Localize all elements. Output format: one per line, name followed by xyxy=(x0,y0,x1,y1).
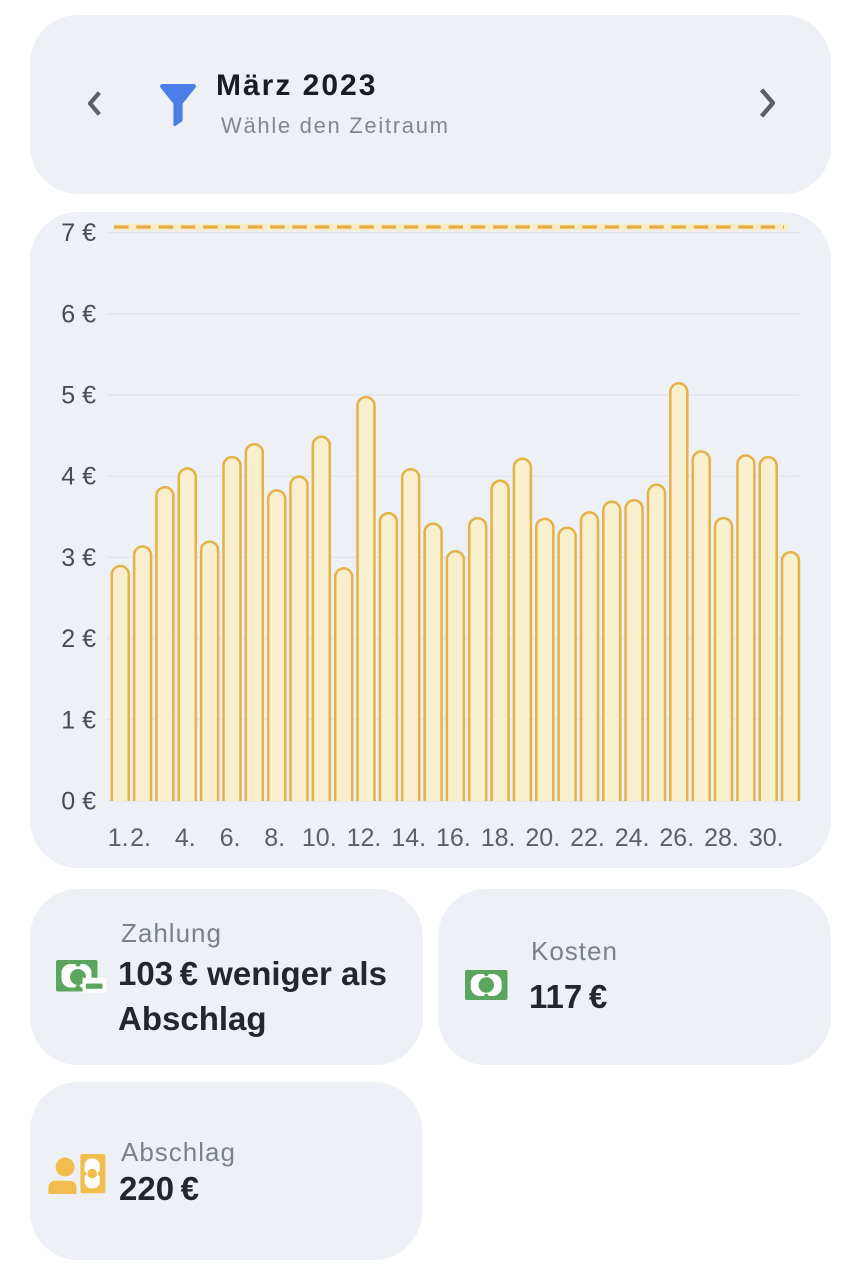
svg-text:1.: 1. xyxy=(108,824,129,852)
svg-text:8.: 8. xyxy=(264,824,285,852)
svg-text:7 €: 7 € xyxy=(61,219,96,247)
svg-text:14.: 14. xyxy=(391,824,426,852)
svg-text:0 €: 0 € xyxy=(61,788,96,816)
svg-text:22.: 22. xyxy=(570,824,605,852)
svg-text:24.: 24. xyxy=(615,824,650,852)
svg-text:4.: 4. xyxy=(175,824,196,852)
svg-text:3 €: 3 € xyxy=(61,544,96,572)
svg-text:18.: 18. xyxy=(481,824,516,852)
svg-text:16.: 16. xyxy=(436,824,471,852)
svg-text:20.: 20. xyxy=(525,824,560,852)
svg-text:12.: 12. xyxy=(347,824,382,852)
svg-text:4 €: 4 € xyxy=(61,463,96,491)
svg-text:2 €: 2 € xyxy=(61,625,96,653)
svg-text:26.: 26. xyxy=(659,824,694,852)
svg-text:6.: 6. xyxy=(220,824,241,852)
svg-text:5 €: 5 € xyxy=(61,382,96,410)
svg-text:1 €: 1 € xyxy=(61,706,96,734)
svg-text:10.: 10. xyxy=(302,824,337,852)
svg-text:30.: 30. xyxy=(749,824,784,852)
svg-text:28.: 28. xyxy=(704,824,739,852)
svg-text:2.: 2. xyxy=(130,824,151,852)
svg-text:6 €: 6 € xyxy=(61,300,96,328)
